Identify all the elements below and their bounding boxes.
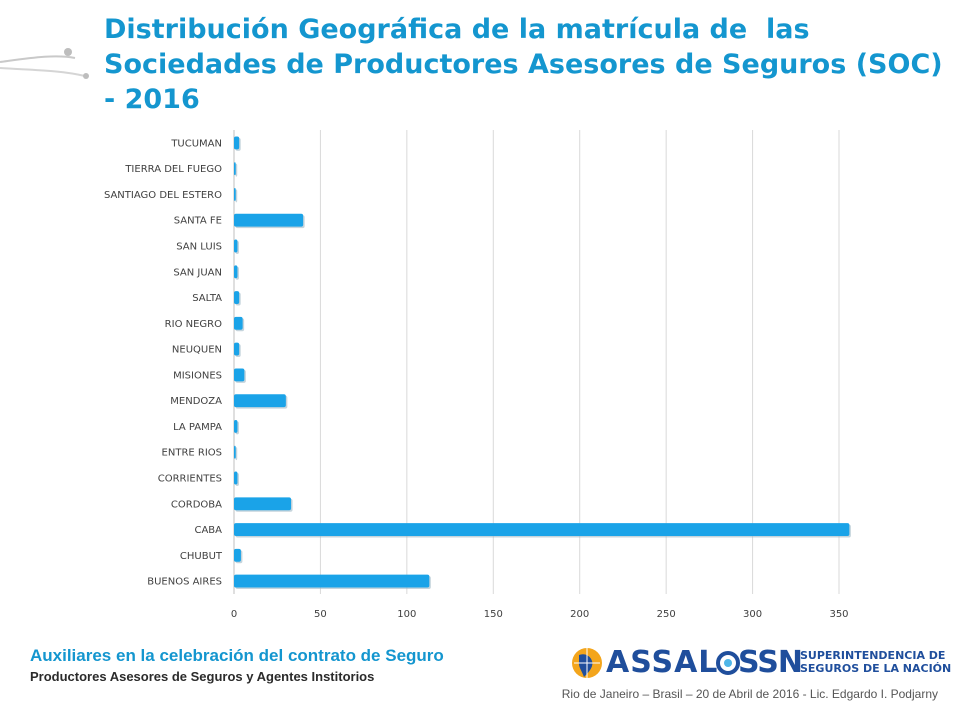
decorative-swoosh: [0, 48, 89, 79]
category-label: ENTRE RIOS: [162, 448, 222, 459]
bar: [234, 239, 238, 253]
category-label: NEUQUEN: [172, 345, 222, 356]
bar: [234, 574, 430, 588]
category-label: SAN JUAN: [173, 267, 222, 278]
chart-tick-labels: 0 50 100 150 200 250 300 350: [231, 609, 849, 620]
x-tick-label: 150: [484, 609, 503, 620]
category-label: SAN LUIS: [176, 242, 222, 253]
category-label: BUENOS AIRES: [147, 577, 222, 588]
bar: [234, 497, 292, 511]
chart-bars: [234, 136, 851, 590]
footer-title: Auxiliares en la celebración del contrat…: [30, 646, 444, 665]
category-label: TUCUMAN: [170, 138, 222, 149]
page-title: Distribución Geográfica de la matrícula …: [104, 14, 953, 115]
category-label: CHUBUT: [180, 551, 223, 562]
bar: [234, 265, 238, 279]
x-tick-label: 50: [314, 609, 327, 620]
bar: [234, 188, 236, 201]
x-tick-label: 200: [570, 609, 589, 620]
bar: [234, 162, 236, 176]
category-label: TIERRA DEL FUEGO: [124, 164, 222, 175]
x-tick-label: 350: [829, 609, 848, 620]
bar: [234, 445, 236, 459]
chart-grid: [233, 130, 840, 594]
x-tick-label: 100: [397, 609, 416, 620]
category-label: CORDOBA: [171, 499, 222, 510]
x-tick-label: 250: [657, 609, 676, 620]
category-label: LA PAMPA: [173, 422, 222, 433]
bar: [234, 213, 304, 227]
bar-shadow: [235, 447, 238, 461]
ssn-line-1: SUPERINTENDENCIA DE: [800, 649, 946, 662]
footer-date: Rio de Janeiro – Brasil – 20 de Abril de…: [561, 687, 938, 701]
category-label: RIO NEGRO: [165, 319, 222, 330]
bar: [234, 394, 286, 408]
x-tick-label: 0: [231, 609, 237, 620]
bar-shadow: [235, 163, 238, 177]
footer-subtitle: Productores Asesores de Seguros y Agente…: [30, 669, 375, 684]
chart-category-labels: TUCUMAN TIERRA DEL FUEGO SANTIAGO DEL ESTE…: [104, 138, 223, 587]
category-label: CABA: [194, 525, 222, 536]
bar: [234, 291, 240, 304]
category-label: SANTIAGO DEL ESTERO: [104, 190, 222, 201]
bar: [234, 420, 238, 433]
category-label: CORRIENTES: [158, 474, 222, 485]
x-tick-label: 300: [743, 609, 762, 620]
bar: [234, 548, 241, 562]
assal-logo: ASSAL: [606, 645, 719, 680]
bar-chart: TUCUMAN TIERRA DEL FUEGO SANTIAGO DEL ESTE…: [104, 130, 851, 620]
bar: [234, 316, 243, 330]
ssn-logo-fullname: SUPERINTENDENCIA DE SEGUROS DE LA NACIÓN: [800, 649, 951, 675]
category-label: SANTA FE: [174, 216, 222, 227]
bar-shadow: [235, 189, 238, 203]
bar: [234, 136, 240, 150]
bar: [234, 471, 238, 485]
ssn-logo: SSN: [738, 645, 803, 680]
globe-icon: [572, 648, 602, 678]
ssn-emblem-icon: [716, 651, 740, 675]
category-label: MENDOZA: [170, 396, 222, 407]
ssn-line-2: SEGUROS DE LA NACIÓN: [800, 662, 952, 675]
category-label: MISIONES: [173, 370, 222, 381]
bar: [234, 342, 240, 356]
bar: [234, 523, 850, 536]
bar: [234, 368, 245, 382]
category-label: SALTA: [192, 293, 222, 304]
